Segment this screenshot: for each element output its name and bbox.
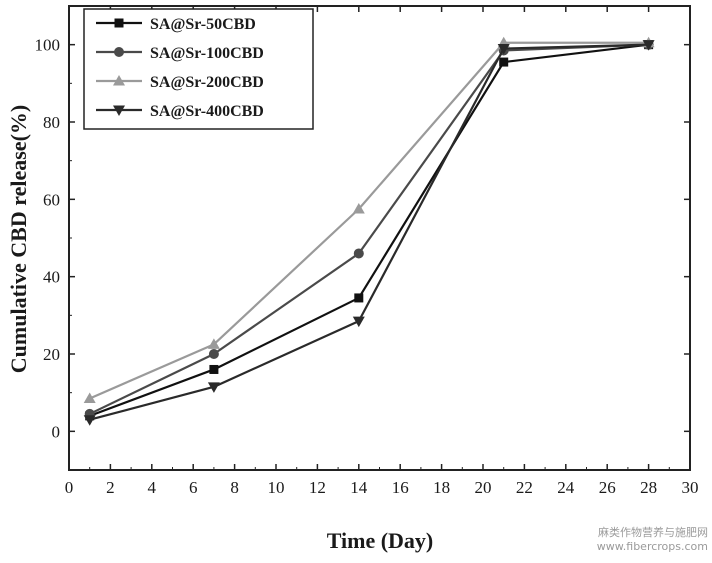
data-point [642, 40, 655, 51]
legend: SA@Sr-50CBD SA@Sr-100CBD SA@Sr-200CBD SA@Sr… [83, 8, 314, 130]
y-axis-title: Cumulative CBD release(%) [6, 105, 31, 373]
x-tick-label: 2 [106, 478, 115, 497]
legend-box [83, 8, 314, 130]
x-tick-label: 24 [557, 478, 575, 497]
data-point [352, 316, 365, 328]
data-point [354, 293, 364, 303]
data-point [499, 57, 509, 67]
data-point [83, 415, 96, 426]
x-tick-label: 22 [516, 478, 533, 497]
x-tick-label: 12 [309, 478, 326, 497]
x-tick-label: 4 [148, 478, 157, 497]
data-point [353, 248, 364, 259]
x-tick-label: 6 [189, 478, 198, 497]
series-4 [83, 40, 655, 426]
y-tick-label: 0 [52, 422, 61, 441]
y-tick-label: 60 [43, 190, 60, 209]
legend-marker [114, 47, 124, 57]
data-point [497, 44, 510, 55]
legend-item: SA@Sr-100CBD [96, 45, 264, 62]
series-group [83, 36, 655, 426]
x-tick-label: 16 [392, 478, 409, 497]
x-tick-label: 8 [230, 478, 239, 497]
y-tick-label: 80 [43, 113, 60, 132]
legend-marker [113, 75, 125, 86]
data-point [208, 349, 219, 359]
x-tick-label: 28 [640, 478, 657, 497]
legend-marker [114, 18, 124, 28]
legend-label: SA@Sr-200CBD [150, 74, 264, 91]
legend-item: SA@Sr-50CBD [96, 16, 256, 33]
data-point [207, 338, 220, 349]
legend-item: SA@Sr-400CBD [96, 103, 264, 120]
legend-marker [113, 105, 125, 116]
y-tick-label: 20 [43, 345, 60, 364]
data-point [207, 382, 220, 393]
x-tick-label: 20 [475, 478, 492, 497]
data-point [83, 392, 96, 403]
x-tick-label: 26 [599, 478, 616, 497]
watermark-line-1: 麻类作物营养与施肥网 [598, 525, 708, 539]
x-tick-label: 10 [268, 478, 285, 497]
data-point [209, 364, 219, 374]
data-point [352, 203, 365, 214]
x-tick-label: 18 [433, 478, 450, 497]
x-tick-label: 0 [65, 478, 74, 497]
x-tick-label: 14 [350, 478, 368, 497]
legend-label: SA@Sr-400CBD [150, 103, 264, 120]
y-tick-label: 40 [43, 268, 60, 287]
x-tick-label: 30 [682, 478, 699, 497]
watermark-line-2: www.fibercrops.com [597, 540, 708, 553]
y-tick-label: 100 [35, 36, 61, 55]
legend-label: SA@Sr-100CBD [150, 45, 264, 62]
legend-label: SA@Sr-50CBD [150, 16, 256, 33]
x-axis-title: Time (Day) [327, 528, 434, 553]
legend-item: SA@Sr-200CBD [96, 74, 264, 91]
